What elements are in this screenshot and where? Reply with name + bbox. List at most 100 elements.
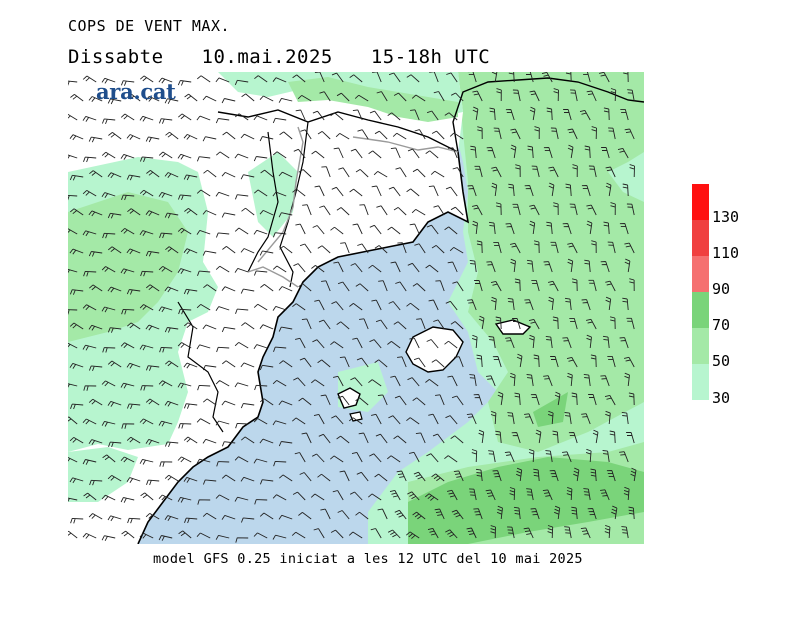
wind-barb	[623, 486, 630, 501]
wind-barb	[510, 128, 521, 140]
wind-barb	[444, 340, 458, 349]
wind-barb	[260, 169, 274, 178]
wind-barb	[240, 517, 255, 523]
wind-barb	[592, 429, 599, 444]
wind-barb	[88, 136, 103, 143]
wind-barb	[600, 375, 610, 387]
wind-barb	[490, 410, 497, 425]
wind-barb	[318, 433, 331, 444]
wind-barb	[88, 439, 103, 446]
wind-barb	[508, 72, 515, 83]
wind-barb	[525, 72, 534, 83]
wind-barb	[158, 151, 173, 159]
wind-barb	[545, 335, 553, 349]
wind-barb	[68, 154, 78, 159]
wind-barb	[393, 92, 407, 102]
wind-barb	[332, 490, 344, 501]
wind-barb	[165, 360, 179, 368]
wind-barb	[314, 185, 325, 197]
wind-barb	[145, 513, 160, 520]
wind-barb	[82, 304, 97, 311]
wind-barb	[88, 365, 103, 372]
wind-barb	[470, 145, 477, 159]
wind-barb	[445, 415, 458, 425]
wind-barb	[107, 98, 122, 105]
wind-barb	[197, 384, 211, 391]
wind-barb	[235, 308, 249, 314]
wind-barb	[240, 248, 255, 254]
wind-barb	[444, 112, 458, 121]
wind-barb	[203, 284, 217, 292]
wind-barb	[409, 451, 420, 463]
wind-barb	[336, 92, 350, 102]
wind-barb	[301, 432, 312, 444]
wind-barb	[411, 94, 426, 102]
day-label: Dissabte	[68, 46, 164, 68]
wind-barb	[568, 432, 578, 444]
wind-barb	[447, 489, 458, 501]
wind-barb	[624, 356, 635, 368]
wind-barb	[562, 337, 572, 349]
wind-barb	[68, 497, 78, 503]
wind-barb	[338, 167, 350, 178]
wind-barb	[599, 72, 610, 83]
wind-barb	[298, 512, 312, 520]
wind-barb	[387, 226, 401, 235]
ara-cat-logo[interactable]: ara.cat	[96, 79, 176, 104]
wind-barb	[202, 210, 217, 216]
wind-barb	[609, 430, 616, 444]
wind-barb	[489, 107, 496, 121]
wind-barb	[300, 129, 312, 140]
wind-barb	[158, 535, 173, 541]
wind-barb	[359, 318, 369, 330]
wind-barb	[507, 297, 515, 311]
wind-barb	[586, 334, 592, 349]
wind-barb	[102, 347, 116, 353]
wind-barb	[298, 283, 312, 292]
wind-barb	[431, 245, 445, 254]
wind-barb	[377, 508, 388, 520]
wind-barb	[469, 259, 477, 273]
wind-barb	[177, 456, 192, 463]
wind-barb	[607, 241, 616, 254]
wind-barb	[278, 400, 293, 406]
wind-barb	[605, 296, 612, 311]
wind-barb	[101, 420, 116, 427]
wind-barb	[254, 384, 268, 391]
wind-barb	[313, 413, 325, 425]
wind-barb	[394, 395, 407, 406]
wind-barb	[569, 203, 578, 216]
wind-barb	[88, 513, 103, 520]
wind-barb	[608, 127, 616, 140]
wind-barb	[330, 341, 344, 349]
wind-barb	[492, 470, 502, 482]
wind-barb	[371, 413, 382, 425]
wind-barb	[388, 415, 401, 425]
wind-barb	[564, 297, 572, 311]
wind-barb	[449, 247, 464, 254]
wind-barb	[164, 172, 179, 178]
wind-barb	[336, 321, 350, 330]
wind-barb	[490, 280, 502, 292]
wind-barb	[563, 108, 572, 121]
wind-barb	[196, 229, 211, 235]
wind-barb	[375, 433, 388, 444]
wind-barb	[476, 240, 483, 254]
wind-barb	[610, 88, 617, 102]
wind-barb	[510, 258, 516, 273]
wind-barb	[139, 344, 154, 351]
wind-barb	[183, 362, 198, 369]
wind-barb	[478, 429, 485, 444]
wind-barb	[215, 380, 230, 387]
wind-barb	[107, 475, 122, 482]
wind-barb	[259, 95, 274, 102]
wind-barb	[68, 530, 78, 539]
wind-barb	[619, 337, 629, 349]
wind-barb	[69, 477, 84, 484]
wind-barb	[450, 321, 464, 330]
wind-barb	[101, 77, 116, 84]
wind-barb	[406, 531, 420, 539]
wind-barb	[83, 385, 97, 391]
wind-barb	[177, 153, 192, 160]
wind-barb	[603, 221, 610, 235]
